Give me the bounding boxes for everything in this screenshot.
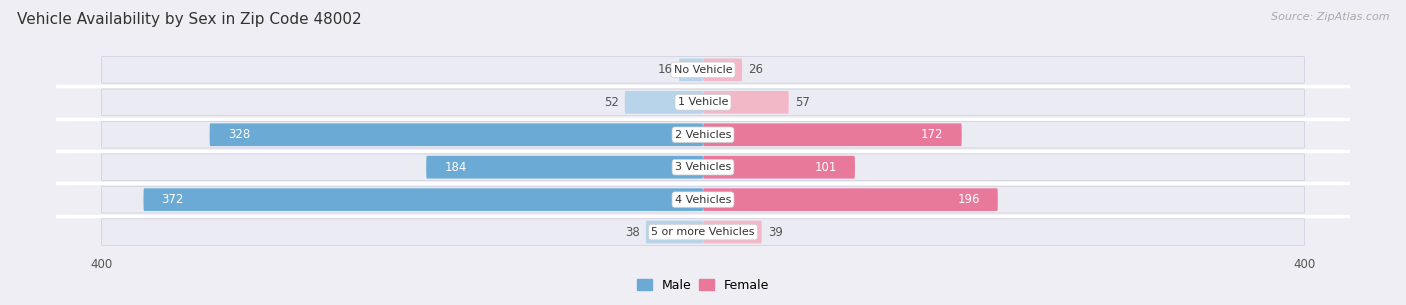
FancyBboxPatch shape <box>624 91 703 114</box>
Text: No Vehicle: No Vehicle <box>673 65 733 75</box>
FancyBboxPatch shape <box>101 121 1305 148</box>
Legend: Male, Female: Male, Female <box>637 279 769 292</box>
FancyBboxPatch shape <box>101 219 1305 245</box>
Text: 196: 196 <box>957 193 980 206</box>
FancyBboxPatch shape <box>426 156 703 178</box>
FancyBboxPatch shape <box>101 57 1305 83</box>
Text: 39: 39 <box>768 226 783 239</box>
Text: 3 Vehicles: 3 Vehicles <box>675 162 731 172</box>
Text: 4 Vehicles: 4 Vehicles <box>675 195 731 205</box>
Text: Vehicle Availability by Sex in Zip Code 48002: Vehicle Availability by Sex in Zip Code … <box>17 12 361 27</box>
Text: 172: 172 <box>921 128 943 141</box>
Text: Source: ZipAtlas.com: Source: ZipAtlas.com <box>1271 12 1389 22</box>
Text: 26: 26 <box>748 63 763 76</box>
FancyBboxPatch shape <box>703 156 855 178</box>
Text: 57: 57 <box>794 96 810 109</box>
FancyBboxPatch shape <box>143 188 703 211</box>
Text: 2 Vehicles: 2 Vehicles <box>675 130 731 140</box>
Text: 38: 38 <box>626 226 640 239</box>
FancyBboxPatch shape <box>209 124 703 146</box>
Text: 101: 101 <box>814 161 837 174</box>
Text: 5 or more Vehicles: 5 or more Vehicles <box>651 227 755 237</box>
FancyBboxPatch shape <box>703 59 742 81</box>
FancyBboxPatch shape <box>703 124 962 146</box>
FancyBboxPatch shape <box>101 186 1305 213</box>
FancyBboxPatch shape <box>101 89 1305 116</box>
FancyBboxPatch shape <box>101 154 1305 181</box>
Text: 1 Vehicle: 1 Vehicle <box>678 97 728 107</box>
Text: 328: 328 <box>228 128 250 141</box>
FancyBboxPatch shape <box>703 91 789 114</box>
FancyBboxPatch shape <box>645 221 703 243</box>
FancyBboxPatch shape <box>703 221 762 243</box>
FancyBboxPatch shape <box>679 59 703 81</box>
Text: 52: 52 <box>605 96 619 109</box>
Text: 372: 372 <box>162 193 184 206</box>
Text: 16: 16 <box>658 63 673 76</box>
FancyBboxPatch shape <box>703 188 998 211</box>
Text: 184: 184 <box>444 161 467 174</box>
